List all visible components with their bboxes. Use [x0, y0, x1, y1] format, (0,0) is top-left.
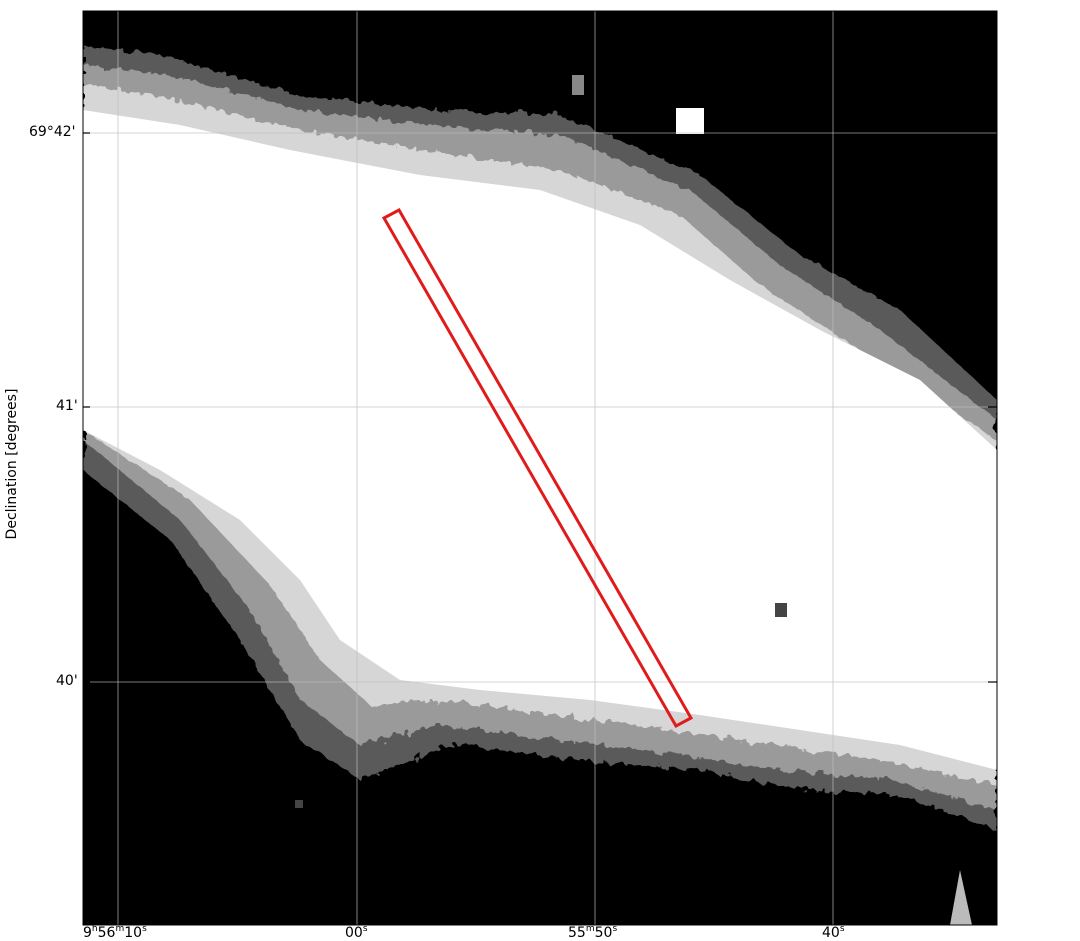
faint-source	[295, 800, 303, 808]
galaxy-core	[83, 110, 997, 770]
ra-tick-label: 40s	[822, 924, 845, 941]
faint-source	[572, 75, 584, 95]
dec-tick-label: 40'	[56, 673, 78, 689]
bright-star-source	[676, 108, 704, 134]
coordinate-grid	[83, 11, 997, 925]
axis-ticks	[83, 132, 997, 683]
dec-tick-label: 41'	[56, 398, 78, 414]
faint-source	[775, 603, 787, 617]
declination-axis-label: Declination [degrees]	[4, 388, 20, 540]
ra-tick-label: 00s	[345, 924, 368, 941]
faint-source	[950, 870, 972, 925]
image-area	[83, 11, 997, 925]
plot-frame	[82, 10, 998, 926]
ra-tick-label: 55m50s	[568, 924, 618, 941]
ra-tick-label: 9h56m10s	[83, 924, 147, 941]
slit-region-overlay	[381, 207, 694, 729]
dec-tick-label: 69°42'	[29, 124, 76, 140]
